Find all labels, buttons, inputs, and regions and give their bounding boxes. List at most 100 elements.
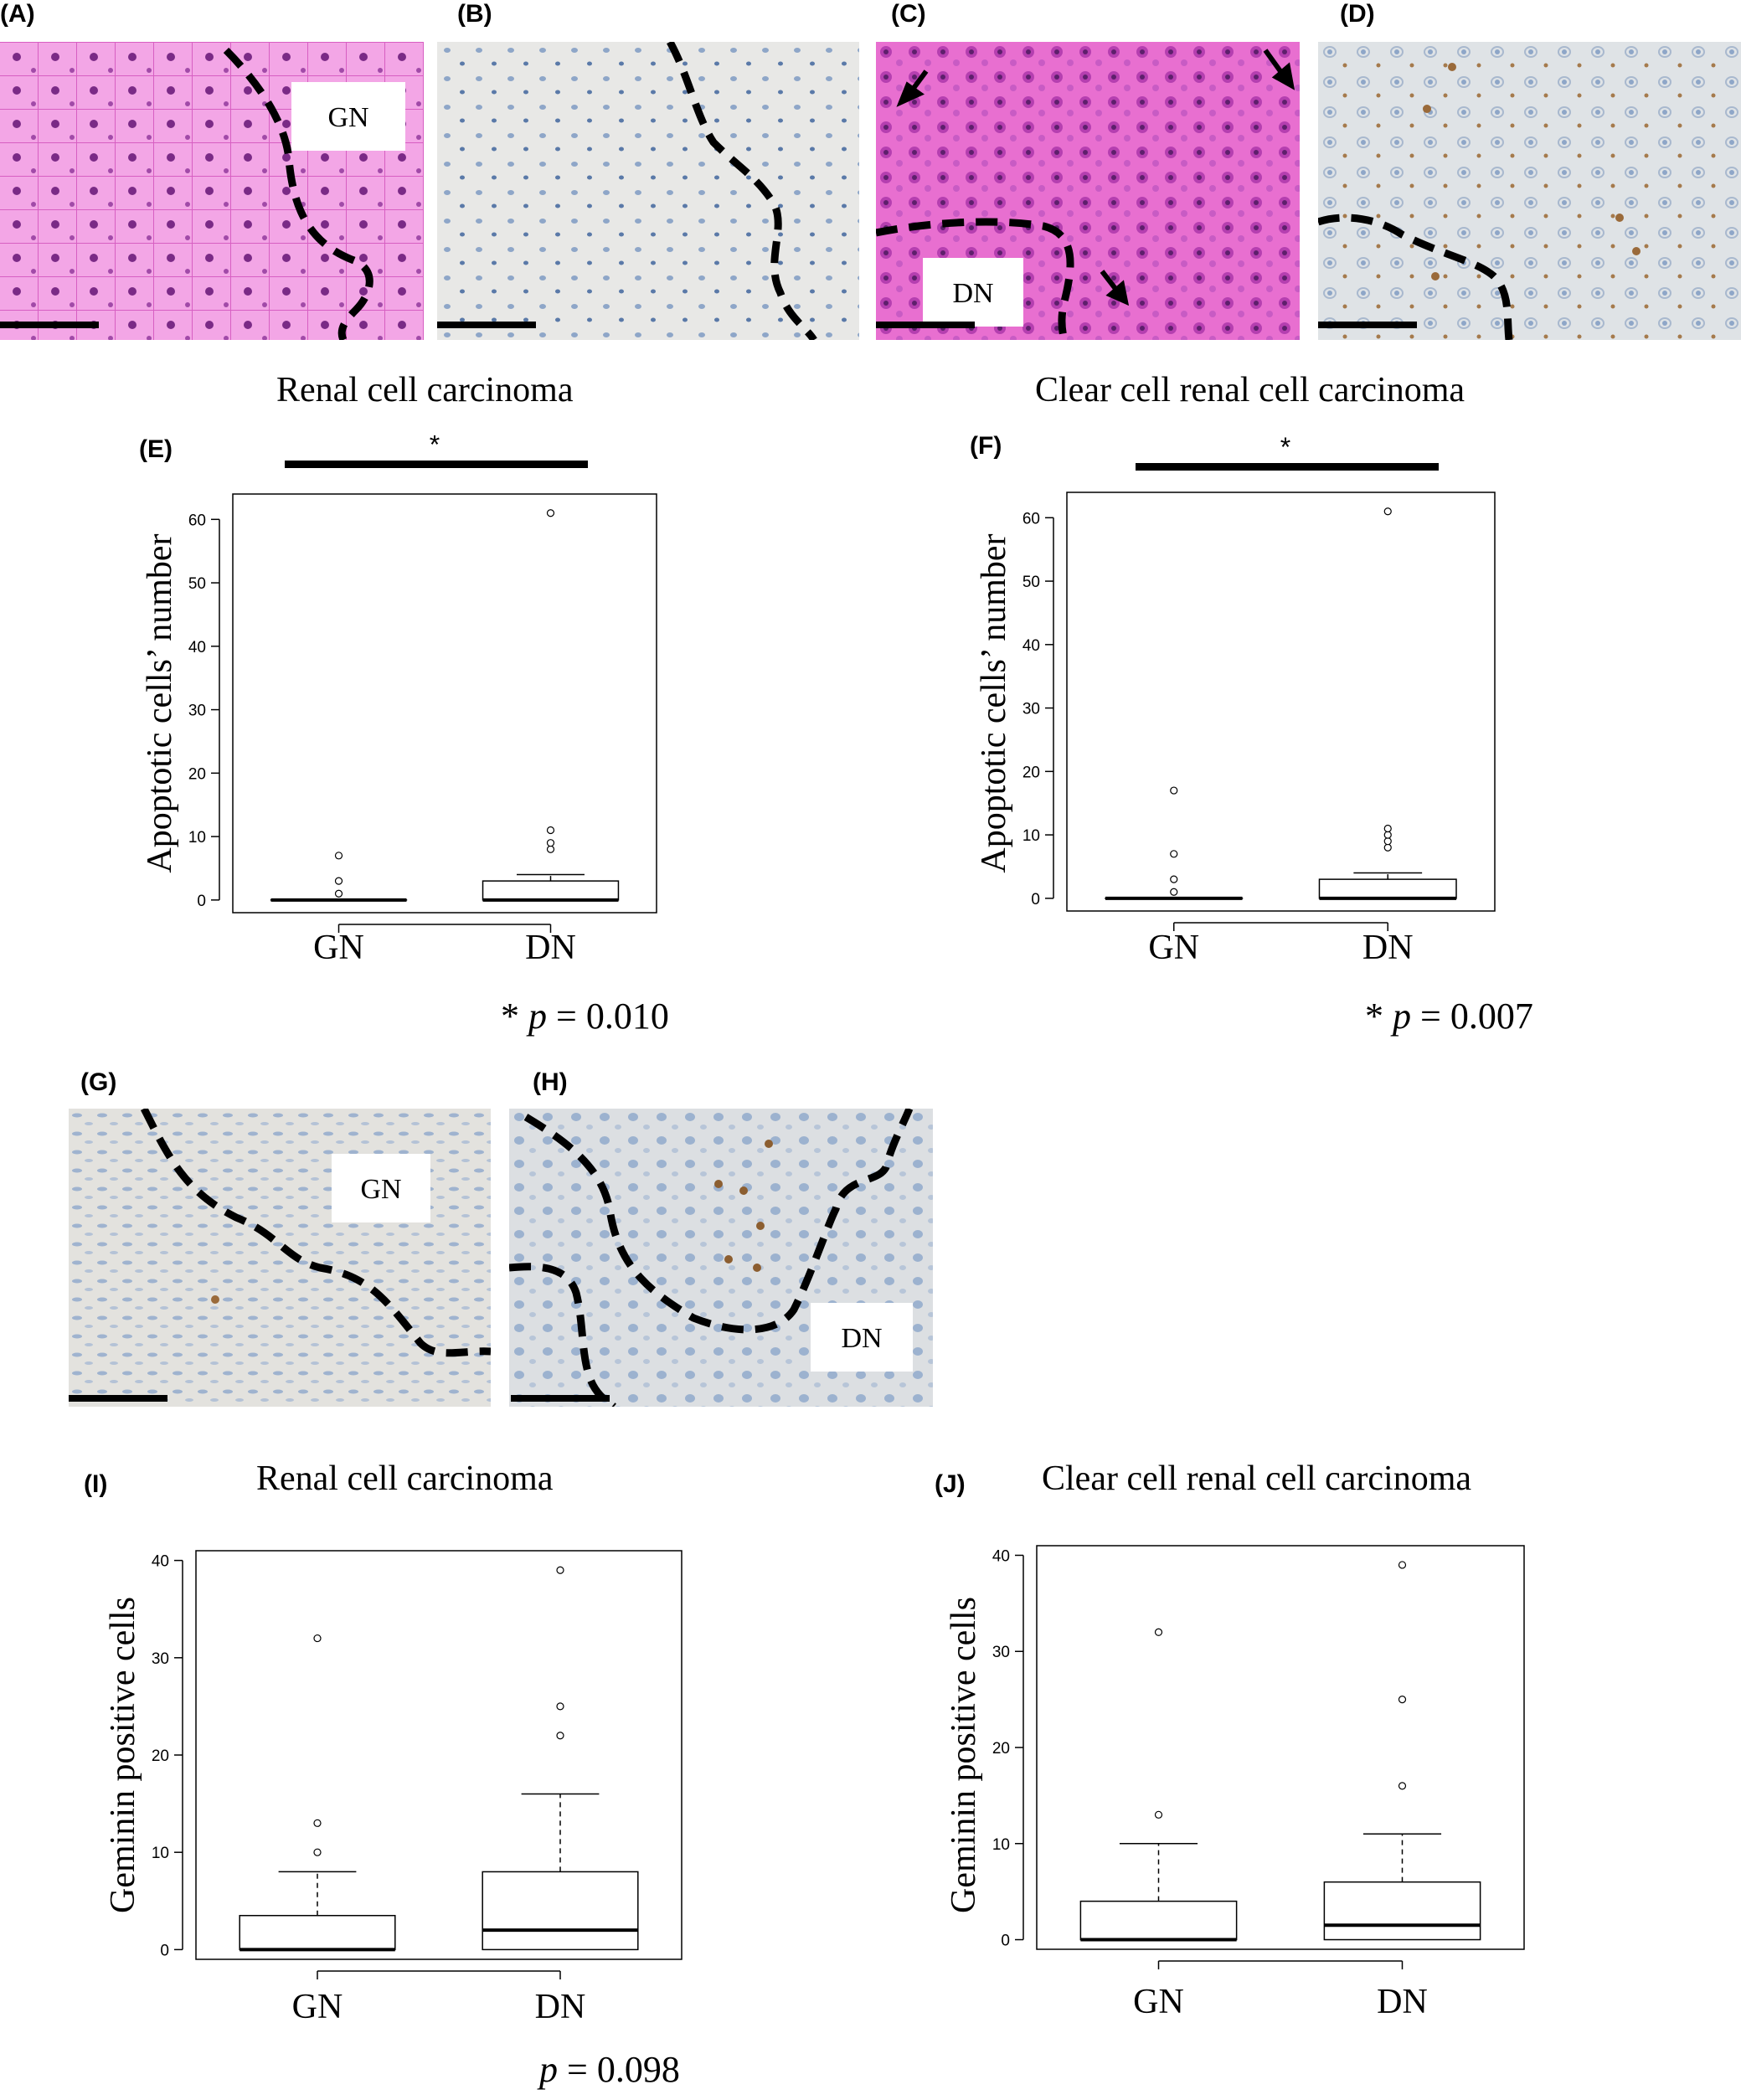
p-value-number: = 0.098	[558, 2049, 680, 2090]
p-value-e: * p = 0.010	[501, 995, 669, 1037]
geminin-positive-cell	[765, 1140, 773, 1148]
box-dn	[1323, 1561, 1481, 1941]
significance-bar	[1136, 463, 1439, 471]
label-dn: DN	[841, 1323, 882, 1354]
outlier-point	[556, 1566, 564, 1574]
x-tick-label: DN	[525, 929, 576, 967]
geminin-positive-cell	[724, 1255, 733, 1264]
scale-bar	[1318, 322, 1417, 328]
panel-label-a: (A)	[0, 0, 35, 28]
y-tick-label: 30	[1022, 701, 1040, 718]
y-axis-label: Apoptotic cells’ number	[975, 533, 1013, 872]
outlier-point	[546, 839, 555, 847]
label-box-gn	[332, 1154, 430, 1222]
y-tick-label: 40	[152, 1553, 169, 1571]
y-tick-label: 40	[188, 639, 206, 656]
x-tick-label: GN	[292, 1988, 343, 2026]
y-tick-label: 0	[160, 1942, 169, 1959]
panel-label-b: (B)	[457, 0, 492, 28]
chart-title-f: Clear cell renal cell carcinoma	[1035, 371, 1465, 409]
arrow-marker	[896, 69, 929, 107]
scale-bar	[69, 1395, 167, 1402]
outlier-point	[313, 1819, 322, 1827]
geminin-positive-cell	[211, 1295, 219, 1304]
chart-title-e: Renal cell carcinoma	[276, 371, 574, 409]
significance-bar	[285, 461, 588, 468]
box-iqr	[1318, 878, 1457, 899]
y-tick-label: 60	[188, 512, 206, 529]
y-tick-label: 10	[1022, 827, 1040, 845]
plot-frame	[1066, 492, 1496, 912]
significance-star: *	[430, 435, 440, 460]
ihc-tissue-texture	[437, 42, 859, 340]
outlier-point	[1383, 507, 1392, 516]
outlier-point	[556, 1702, 564, 1711]
outlier-point	[334, 852, 343, 860]
label-gn: GN	[327, 102, 368, 133]
panel-label-h: (H)	[533, 1068, 568, 1096]
y-tick-label: 20	[1022, 764, 1040, 781]
panel-label-d: (D)	[1340, 0, 1375, 28]
boxplot-i: 0 10 20 30 40 Geminin positive cells GN DN	[104, 1550, 682, 2026]
label-box-dn	[923, 258, 1023, 327]
y-tick-label: 20	[188, 765, 206, 783]
y-axis-label: Apoptotic cells’ number	[141, 533, 179, 872]
panel-label-e: (E)	[139, 435, 173, 463]
box-dn	[1318, 507, 1457, 900]
x-tick-label: GN	[1148, 929, 1199, 967]
outlier-point	[556, 1732, 564, 1740]
significance-star: *	[1280, 435, 1290, 462]
outlier-point	[1383, 843, 1392, 852]
panel-label-i: (I)	[84, 1470, 108, 1498]
y-tick-label: 10	[152, 1845, 169, 1862]
label-dn: DN	[952, 278, 993, 309]
chart-title-j: Clear cell renal cell carcinoma	[1042, 1459, 1472, 1498]
micrograph-d-tunel	[1318, 42, 1741, 340]
box-dn	[482, 1566, 639, 1951]
y-tick-label: 10	[992, 1836, 1010, 1854]
outlier-point	[1170, 875, 1178, 883]
box-iqr	[482, 1871, 639, 1951]
p-symbol: p	[528, 996, 547, 1037]
box-gn	[1079, 1628, 1238, 1942]
scale-bar	[0, 322, 99, 328]
y-axis-label: Geminin positive cells	[945, 1597, 983, 1913]
panel-label-g: (G)	[80, 1068, 117, 1096]
y-tick-label: 0	[1001, 1933, 1010, 1950]
dashed-boundary-line	[223, 47, 373, 340]
outlier-point	[334, 889, 343, 898]
dashed-boundary-line	[523, 1109, 914, 1334]
y-axis-label: Geminin positive cells	[104, 1597, 142, 1913]
boxplot-f: 0 10 20 30 40 50 60 Apoptotic cells’ number GN DN…	[975, 435, 1496, 967]
dashed-boundary-line	[876, 218, 1074, 340]
outlier-point	[1154, 1628, 1163, 1636]
box-iqr	[482, 880, 620, 901]
geminin-positive-cell	[739, 1186, 748, 1195]
p-value-number: = 0.007	[1411, 996, 1533, 1037]
tunel-positive-cell	[1431, 272, 1440, 281]
p-symbol: p	[539, 2049, 558, 2090]
p-symbol: p	[1393, 996, 1411, 1037]
label-box-dn	[811, 1303, 913, 1372]
ihc-tissue-texture	[69, 1109, 491, 1407]
p-value-prefix: *	[1365, 996, 1393, 1037]
x-tick-label: DN	[535, 1988, 586, 2026]
dashed-boundary-line	[140, 1109, 491, 1357]
x-tick-label: GN	[1133, 1983, 1184, 2021]
geminin-positive-cell	[753, 1264, 761, 1272]
outlier-point	[1154, 1810, 1163, 1819]
box-dn	[482, 509, 620, 902]
p-value-f: * p = 0.007	[1365, 995, 1533, 1037]
box-gn	[1105, 786, 1244, 900]
panel-label-c: (C)	[891, 0, 926, 28]
label-gn: GN	[360, 1174, 401, 1205]
box-iqr	[239, 1914, 396, 1951]
outlier-point	[1383, 824, 1392, 833]
y-tick-label: 20	[992, 1740, 1010, 1758]
outlier-point	[546, 826, 555, 835]
dashed-boundary-line	[667, 42, 817, 340]
box-iqr	[1323, 1881, 1481, 1941]
plot-frame	[195, 1550, 682, 1960]
micrograph-h-geminin: DN	[509, 1109, 933, 1407]
y-tick-label: 60	[1022, 510, 1040, 528]
